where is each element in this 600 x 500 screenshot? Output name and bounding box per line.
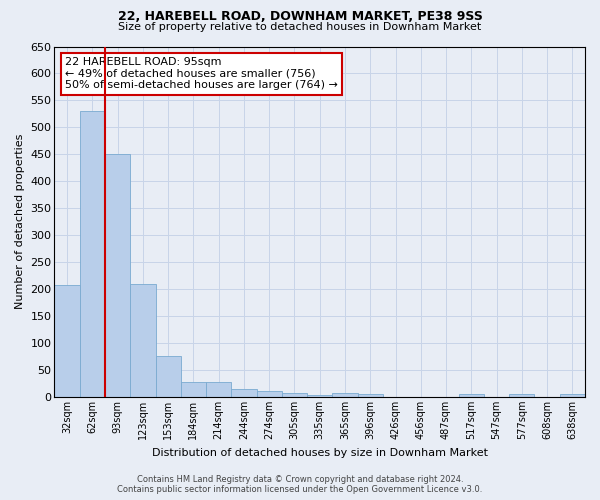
Bar: [560, 394, 585, 397]
Bar: [80, 111, 105, 397]
Bar: [509, 394, 535, 397]
Bar: [307, 396, 332, 397]
Y-axis label: Number of detached properties: Number of detached properties: [15, 134, 25, 310]
Text: 22 HAREBELL ROAD: 95sqm
← 49% of detached houses are smaller (756)
50% of semi-d: 22 HAREBELL ROAD: 95sqm ← 49% of detache…: [65, 57, 338, 90]
Bar: [257, 391, 282, 397]
Bar: [155, 356, 181, 397]
X-axis label: Distribution of detached houses by size in Downham Market: Distribution of detached houses by size …: [152, 448, 488, 458]
Bar: [55, 286, 80, 397]
Text: 22, HAREBELL ROAD, DOWNHAM MARKET, PE38 9SS: 22, HAREBELL ROAD, DOWNHAM MARKET, PE38 …: [118, 10, 482, 23]
Bar: [358, 394, 383, 397]
Bar: [282, 392, 307, 397]
Bar: [130, 284, 155, 397]
Bar: [332, 392, 358, 397]
Bar: [458, 394, 484, 397]
Bar: [232, 390, 257, 397]
Bar: [206, 382, 232, 397]
Text: Size of property relative to detached houses in Downham Market: Size of property relative to detached ho…: [118, 22, 482, 32]
Bar: [105, 154, 130, 397]
Bar: [181, 382, 206, 397]
Text: Contains HM Land Registry data © Crown copyright and database right 2024.
Contai: Contains HM Land Registry data © Crown c…: [118, 474, 482, 494]
